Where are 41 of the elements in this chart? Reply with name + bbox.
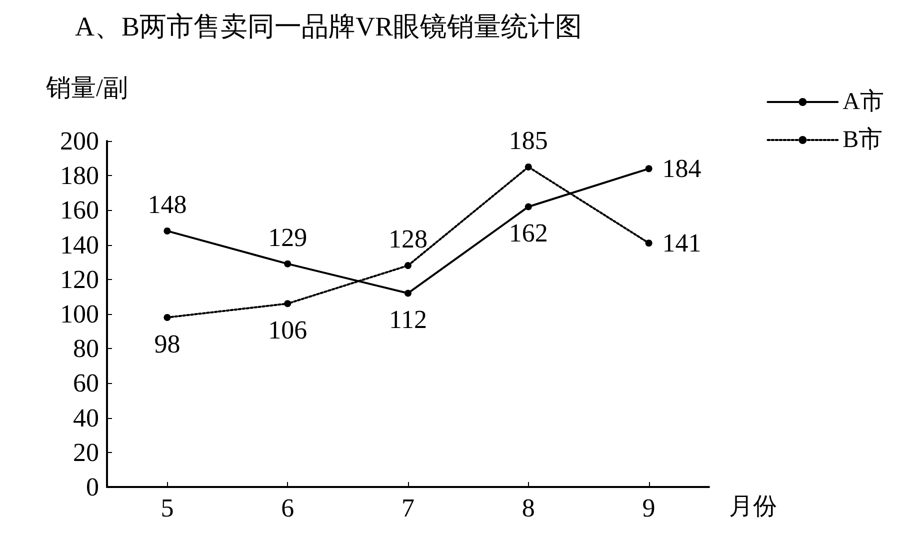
y-tick-label: 60 bbox=[73, 368, 99, 398]
point bbox=[284, 300, 292, 308]
point bbox=[284, 260, 292, 268]
data-label: 112 bbox=[388, 305, 428, 334]
data-label: 185 bbox=[508, 126, 548, 155]
y-tick-label: 120 bbox=[60, 264, 99, 294]
x-axis-title: 月份 bbox=[729, 494, 777, 520]
point bbox=[645, 240, 652, 247]
y-tick-label: 160 bbox=[60, 196, 99, 225]
x-tick-label: 9 bbox=[642, 494, 656, 522]
point bbox=[164, 314, 171, 321]
x-tick-label: 5 bbox=[160, 494, 174, 522]
data-label: 162 bbox=[508, 218, 548, 248]
y-tick-label: 200 bbox=[60, 126, 99, 156]
y-tick-label: 180 bbox=[60, 161, 99, 190]
point bbox=[524, 163, 532, 170]
y-tick-label: 80 bbox=[73, 334, 99, 364]
data-label: 129 bbox=[268, 222, 308, 252]
point bbox=[164, 227, 171, 234]
data-label: 128 bbox=[388, 224, 428, 254]
point bbox=[524, 203, 532, 210]
x-tick-label: 6 bbox=[281, 494, 294, 522]
y-tick-label: 20 bbox=[73, 438, 99, 467]
y-tick-label: 40 bbox=[73, 403, 99, 432]
y-tick-label: 100 bbox=[60, 300, 99, 328]
y-axis-title: 销量/副 bbox=[45, 75, 128, 102]
x-tick-label: 7 bbox=[402, 494, 414, 522]
data-label: 106 bbox=[268, 316, 308, 345]
point bbox=[404, 290, 412, 297]
y-tick-label: 0 bbox=[86, 472, 99, 502]
data-label: 148 bbox=[148, 190, 187, 219]
legend-label: A市 bbox=[842, 88, 884, 115]
point bbox=[404, 262, 412, 270]
data-label: 98 bbox=[154, 329, 180, 358]
legend-label: B市 bbox=[842, 126, 883, 153]
chart-title: A、B两市售卖同一品牌VR眼镜销量统计图 bbox=[75, 12, 582, 42]
y-tick-label: 140 bbox=[60, 230, 99, 260]
point bbox=[645, 165, 652, 172]
data-label: 141 bbox=[662, 228, 702, 258]
x-tick-label: 8 bbox=[522, 494, 535, 522]
data-label: 184 bbox=[662, 154, 702, 184]
